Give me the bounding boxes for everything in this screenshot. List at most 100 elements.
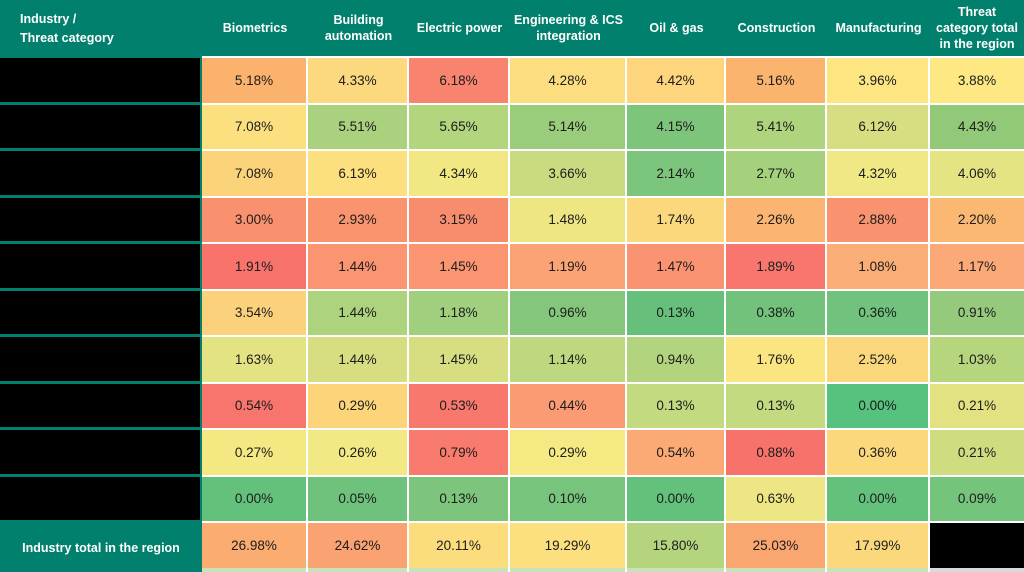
redacted-row-label [0,244,202,291]
heatmap-cell: 1.74% [627,197,726,244]
total-cell: 17.99% [827,523,930,568]
heatmap-cell: 2.93% [308,197,409,244]
total-cell: 20.11% [409,523,510,568]
heatmap-cell: 1.91% [202,244,308,291]
heatmap-cell: 4.34% [409,151,510,198]
heatmap-cell: 5.18% [202,58,308,105]
heatmap-cell: 1.14% [510,337,627,384]
heatmap-cell: 0.13% [627,383,726,430]
total-cell: 24.62% [308,523,409,568]
heatmap-cell: 1.44% [308,244,409,291]
redacted-row-label [0,476,202,523]
heatmap-cell: 4.33% [308,58,409,105]
heatmap-cell: 3.54% [202,290,308,337]
bottom-strip [930,568,1024,572]
redacted-row-label [0,337,202,384]
heatmap-cell: 7.08% [202,104,308,151]
heatmap-cell: 6.13% [308,151,409,198]
heatmap-cell: 1.19% [510,244,627,291]
heatmap-cell: 0.27% [202,430,308,477]
heatmap-cell: 1.03% [930,337,1024,384]
heatmap-cell: 4.42% [627,58,726,105]
redacted-row-label [0,151,202,198]
redacted-total-cell [930,523,1024,568]
heatmap-cell: 0.00% [827,476,930,523]
bottom-strip [202,568,308,572]
heatmap-cell: 0.00% [202,476,308,523]
heatmap-cell: 7.08% [202,151,308,198]
redacted-row-label [0,104,202,151]
heatmap-cell: 1.48% [510,197,627,244]
heatmap-cell: 3.00% [202,197,308,244]
heatmap-cell: 1.08% [827,244,930,291]
heatmap-cell: 0.29% [308,383,409,430]
heatmap-cell: 0.44% [510,383,627,430]
redacted-row-label [0,290,202,337]
heatmap-cell: 0.54% [202,383,308,430]
heatmap-cell: 3.96% [827,58,930,105]
heatmap-cell: 0.13% [627,290,726,337]
heatmap-cell: 5.65% [409,104,510,151]
heatmap-cell: 0.96% [510,290,627,337]
heatmap-cell: 0.54% [627,430,726,477]
heatmap-cell: 0.36% [827,430,930,477]
heatmap-cell: 0.91% [930,290,1024,337]
corner-header: Industry / Threat category [0,0,202,58]
heatmap-cell: 4.32% [827,151,930,198]
column-header: Electric power [409,0,510,58]
bottom-strip [510,568,627,572]
heatmap-cell: 0.29% [510,430,627,477]
heatmap-cell: 1.17% [930,244,1024,291]
redacted-row-label [0,58,202,105]
column-header: Construction [726,0,827,58]
heatmap-cell: 1.18% [409,290,510,337]
heatmap-cell: 1.44% [308,337,409,384]
heatmap-cell: 1.45% [409,244,510,291]
heatmap-cell: 5.51% [308,104,409,151]
heatmap-cell: 2.26% [726,197,827,244]
heatmap-cell: 1.89% [726,244,827,291]
heatmap-cell: 4.43% [930,104,1024,151]
total-cell: 25.03% [726,523,827,568]
heatmap-cell: 0.00% [627,476,726,523]
heatmap-cell: 5.16% [726,58,827,105]
bottom-strip [409,568,510,572]
heatmap-cell: 2.20% [930,197,1024,244]
bottom-strip [627,568,726,572]
heatmap-cell: 6.12% [827,104,930,151]
heatmap-cell: 2.52% [827,337,930,384]
heatmap-cell: 0.00% [827,383,930,430]
heatmap-cell: 1.47% [627,244,726,291]
column-header: Engineering & ICS integration [510,0,627,58]
heatmap-cell: 0.36% [827,290,930,337]
column-header: Building automation [308,0,409,58]
heatmap-cell: 4.15% [627,104,726,151]
heatmap-cell: 0.79% [409,430,510,477]
heatmap-cell: 5.41% [726,104,827,151]
redacted-row-label [0,383,202,430]
heatmap-cell: 0.13% [726,383,827,430]
heatmap-cell: 0.21% [930,430,1024,477]
heatmap-cell: 2.14% [627,151,726,198]
heatmap-cell: 5.14% [510,104,627,151]
total-cell: 26.98% [202,523,308,568]
heatmap-cell: 0.09% [930,476,1024,523]
heatmap-cell: 0.88% [726,430,827,477]
heatmap-cell: 4.06% [930,151,1024,198]
redacted-row-label [0,197,202,244]
heatmap-cell: 3.66% [510,151,627,198]
heatmap-cell: 1.44% [308,290,409,337]
heatmap-cell: 0.94% [627,337,726,384]
heatmap-cell: 0.26% [308,430,409,477]
column-header: Oil & gas [627,0,726,58]
total-cell: 19.29% [510,523,627,568]
heatmap-cell: 0.13% [409,476,510,523]
column-header: Biometrics [202,0,308,58]
heatmap-cell: 2.88% [827,197,930,244]
heatmap-cell: 0.63% [726,476,827,523]
bottom-strip [726,568,827,572]
heatmap-cell: 3.88% [930,58,1024,105]
heatmap-cell: 0.21% [930,383,1024,430]
heatmap-cell: 0.10% [510,476,627,523]
bottom-strip [308,568,409,572]
